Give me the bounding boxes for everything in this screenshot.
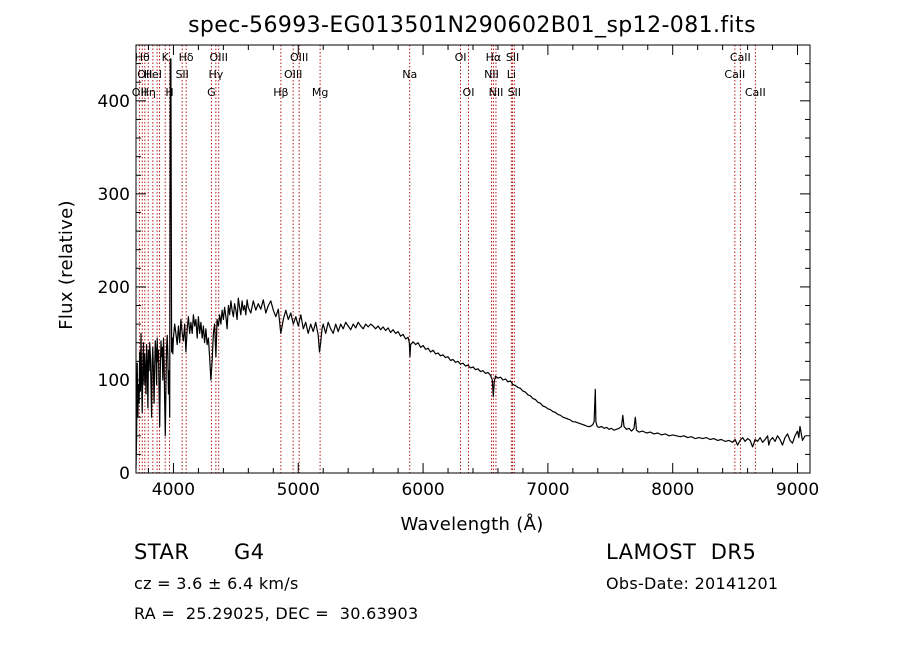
x-tick-label: 4000 bbox=[152, 480, 195, 500]
survey-name: LAMOST DR5 bbox=[606, 540, 757, 564]
line-label: OI bbox=[463, 86, 475, 99]
object-subclass: G4 bbox=[234, 540, 265, 564]
y-tick-label: 200 bbox=[98, 278, 130, 298]
redshift-line: cz = 3.6 ± 6.4 km/s bbox=[134, 574, 299, 593]
chart-title: spec-56993-EG013501N290602B01_sp12-081.f… bbox=[188, 13, 756, 38]
line-label: Hβ bbox=[273, 86, 288, 99]
line-label: Li bbox=[507, 68, 516, 81]
y-tick-label: 100 bbox=[98, 371, 130, 391]
line-label: SII bbox=[508, 86, 521, 99]
y-axis-label: Flux (relative) bbox=[56, 200, 77, 330]
line-label: NII bbox=[489, 86, 504, 99]
line-label: Hη bbox=[141, 86, 156, 99]
line-label: NII bbox=[484, 68, 499, 81]
plot-frame bbox=[135, 44, 811, 474]
obs-date: Obs-Date: 20141201 bbox=[606, 574, 779, 593]
line-label: G bbox=[207, 86, 216, 99]
line-label: K bbox=[162, 51, 170, 64]
line-label: H bbox=[165, 86, 173, 99]
line-label: OIII bbox=[290, 51, 308, 64]
line-label: Hδ bbox=[179, 51, 194, 64]
coordinates: RA = 25.29025, DEC = 30.63903 bbox=[134, 604, 419, 623]
line-label: SII bbox=[506, 51, 519, 64]
x-tick-label: 5000 bbox=[277, 480, 320, 500]
y-axis: 0 100 200 300 400 bbox=[98, 63, 810, 484]
line-label: OII bbox=[137, 68, 152, 81]
object-type: STAR bbox=[134, 540, 190, 564]
line-label: OIII bbox=[284, 68, 302, 81]
spectrum-line bbox=[135, 58, 806, 469]
y-tick-label: 300 bbox=[98, 185, 130, 205]
x-tick-label: 7000 bbox=[526, 480, 569, 500]
x-axis-label: Wavelength (Å) bbox=[400, 513, 543, 535]
line-label: Mg bbox=[312, 86, 328, 99]
line-label: CaII bbox=[724, 68, 745, 81]
line-label: CaII bbox=[730, 51, 751, 64]
y-tick-label: 0 bbox=[119, 464, 130, 484]
spectrum-chart: spec-56993-EG013501N290602B01_sp12-081.f… bbox=[56, 13, 819, 535]
line-label: SII bbox=[175, 68, 188, 81]
spectral-line-labels: OIIHθOIIHηHeIKHSIIHδGHγOIIIHβOIIIOIIIMgN… bbox=[132, 51, 766, 99]
line-label: Hθ bbox=[135, 51, 150, 64]
x-tick-label: 8000 bbox=[651, 480, 694, 500]
line-label: OIII bbox=[210, 51, 228, 64]
line-label: HeI bbox=[144, 68, 162, 81]
x-tick-label: 6000 bbox=[401, 480, 444, 500]
x-axis: 4000 5000 6000 7000 8000 9000 bbox=[147, 45, 819, 500]
x-tick-label: 9000 bbox=[776, 480, 819, 500]
line-label: OI bbox=[455, 51, 467, 64]
line-label: Na bbox=[402, 68, 417, 81]
line-label: Hα bbox=[486, 51, 502, 64]
line-label: Hγ bbox=[208, 68, 223, 81]
line-label: CaII bbox=[745, 86, 766, 99]
y-tick-label: 400 bbox=[98, 92, 130, 112]
spectral-line-markers bbox=[138, 45, 756, 473]
